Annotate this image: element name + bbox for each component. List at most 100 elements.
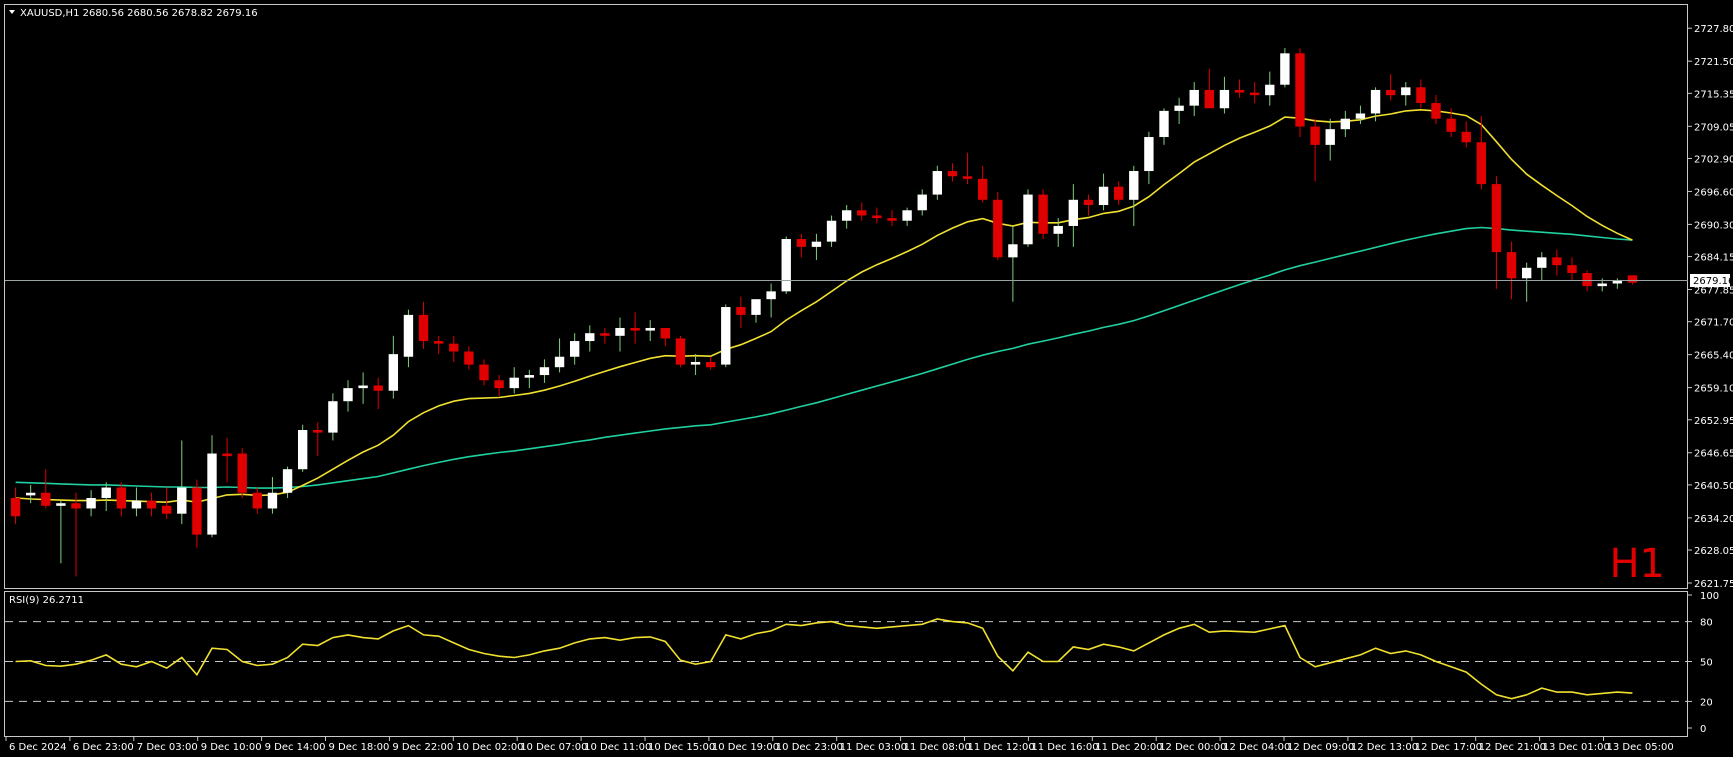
candle: [418, 301, 429, 349]
candle: [1506, 241, 1517, 300]
candle: [902, 207, 912, 226]
candle-body: [101, 487, 111, 498]
candle-body: [146, 500, 157, 509]
candle-body: [796, 239, 807, 247]
candle-body: [1370, 89, 1381, 114]
candle: [509, 367, 519, 394]
candle-body: [1265, 84, 1275, 96]
candle-body: [705, 361, 716, 368]
candle: [494, 375, 504, 396]
candle-body: [1144, 137, 1154, 172]
price-tick-label: 2690.30: [1694, 220, 1733, 231]
candle-body: [962, 176, 973, 179]
candle: [71, 492, 81, 577]
time-tick-label: 9 Dec 14:00: [265, 742, 326, 753]
candle: [1355, 105, 1366, 124]
candle-body: [1280, 53, 1290, 85]
candle-body: [1431, 103, 1441, 119]
time-tick-label: 12 Dec 00:00: [1159, 742, 1226, 753]
timeframe-watermark: H1: [1609, 541, 1665, 587]
candle-body: [751, 299, 761, 315]
candle: [101, 482, 111, 512]
time-tick-label: 11 Dec 16:00: [1031, 742, 1098, 753]
candle: [86, 490, 96, 517]
candle-body: [358, 385, 368, 389]
candle-body: [615, 327, 625, 336]
rsi-tick-label: 50: [1700, 658, 1713, 669]
price-axis[interactable]: 2727.80 2721.50 2715.35 2709.05 2702.90 2696.…: [1688, 24, 1733, 590]
candle-body: [1234, 89, 1245, 93]
candle: [977, 165, 988, 203]
candle: [433, 335, 444, 355]
candle: [1008, 225, 1018, 302]
triangle-down-icon[interactable]: [9, 10, 15, 14]
price-tick-label: 2634.20: [1694, 514, 1733, 525]
price-tick-label: 2665.40: [1694, 351, 1733, 362]
candle: [1249, 82, 1260, 104]
candle: [1234, 79, 1245, 98]
candle-body: [660, 327, 671, 339]
price-tick-label: 2640.50: [1694, 481, 1733, 492]
price-tick-label: 2721.50: [1694, 57, 1733, 68]
candle: [207, 435, 217, 538]
candle-body: [1113, 186, 1124, 200]
time-tick-label: 12 Dec 17:00: [1415, 742, 1482, 753]
candle: [1340, 110, 1351, 138]
candle: [10, 487, 21, 525]
candle: [539, 359, 550, 383]
candle-body: [1567, 265, 1577, 274]
candle: [1174, 97, 1184, 124]
candle: [1189, 82, 1199, 117]
candle-body: [1068, 199, 1079, 226]
candle-body: [811, 241, 822, 247]
candle: [131, 487, 142, 517]
candle: [237, 448, 247, 498]
candle-body: [509, 377, 519, 389]
rsi-plot[interactable]: [5, 618, 1688, 702]
time-tick-label: 10 Dec 19:00: [712, 742, 779, 753]
rsi-line: [15, 618, 1633, 700]
candle-body: [297, 429, 308, 470]
candle-body: [252, 492, 263, 509]
candle-body: [826, 220, 837, 242]
time-tick-label: 13 Dec 01:00: [1543, 742, 1610, 753]
candle: [1083, 194, 1094, 216]
candle-body: [41, 492, 51, 506]
candle: [1068, 184, 1079, 247]
time-tick-label: 11 Dec 08:00: [904, 742, 971, 753]
candle-body: [1159, 110, 1169, 138]
candle-body: [690, 361, 701, 365]
candle: [1537, 252, 1547, 281]
candle-body: [585, 333, 595, 342]
candle-body: [932, 171, 943, 195]
candle: [872, 207, 882, 224]
main-price-plot[interactable]: [5, 48, 1688, 577]
candle-body: [1023, 194, 1033, 245]
candle: [1385, 74, 1396, 101]
rsi-tick-label: 0: [1700, 724, 1706, 735]
candle: [1144, 131, 1154, 185]
candle-body: [675, 338, 686, 365]
candle-body: [1521, 267, 1532, 279]
candle-body: [1008, 244, 1018, 258]
price-tick-label: 2727.80: [1694, 24, 1733, 35]
candle: [1567, 257, 1577, 281]
candle: [841, 205, 852, 229]
candle: [524, 369, 535, 389]
candle-body: [947, 171, 958, 177]
candle: [721, 304, 731, 368]
time-tick-label: 10 Dec 15:00: [648, 742, 715, 753]
price-tick-label: 2677.85: [1694, 286, 1733, 297]
time-axis[interactable]: 6 Dec 2024 6 Dec 23:00 7 Dec 03:00 9 Dec 10…: [5, 737, 1674, 753]
candle-body: [1038, 194, 1048, 234]
candle-body: [1401, 87, 1411, 96]
rsi-axis: 100 80 50 20 0: [1688, 591, 1719, 735]
candle: [569, 333, 580, 365]
rsi-line-layer: [15, 618, 1633, 700]
rsi-tick-label: 80: [1700, 618, 1713, 629]
candle-body: [494, 380, 504, 389]
time-tick-label: 10 Dec 23:00: [776, 742, 843, 753]
symbol-info-text: XAUUSD,H1 2680.56 2680.56 2678.82 2679.1…: [20, 8, 258, 19]
time-tick-label: 12 Dec 04:00: [1223, 742, 1290, 753]
